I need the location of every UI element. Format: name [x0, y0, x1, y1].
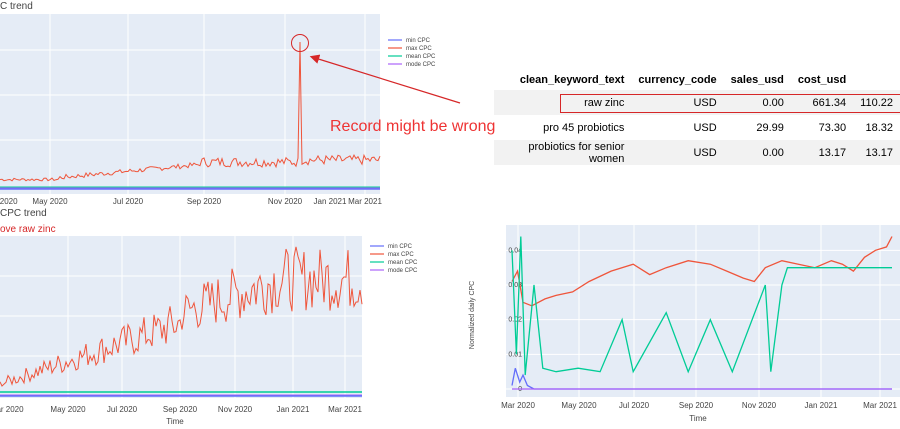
y-tick-label: 0.03 [508, 282, 522, 289]
y-tick-label: 0.04 [508, 247, 522, 254]
y-tick-label: 0.01 [508, 351, 522, 358]
legend-entry: mean CPC [406, 54, 436, 60]
x-tick-label: Jul 2020 [107, 405, 138, 414]
x-tick-label: Sep 2020 [163, 405, 198, 414]
x-tick-label: Nov 2020 [742, 401, 777, 410]
table-cell: 29.99 [756, 121, 784, 134]
table-header: cost_usd [797, 74, 847, 86]
x-tick-label: ar 2020 [0, 405, 24, 414]
legend-entry: max CPC [388, 252, 414, 258]
x-tick-label: Jan 2021 [805, 401, 838, 410]
legend-entry: max CPC [406, 46, 432, 52]
x-tick-label: Jan 2021 [314, 197, 347, 206]
plot-area [0, 236, 362, 398]
legend-entry: min CPC [406, 38, 431, 44]
spike-highlight-circle [291, 34, 309, 52]
x-tick-label: Nov 2020 [268, 197, 303, 206]
chart-3-svg: Normalized daily CPC 00.010.020.030.04 M… [469, 225, 900, 423]
chart-3-xlabel: Time [689, 414, 707, 423]
table-cell: 0.00 [723, 140, 791, 165]
series-max-cpc [0, 41, 381, 182]
chart-2-title: CPC trend [0, 208, 47, 219]
table-row: pro 45 probiotics USD 29.99 73.30 18.32 [494, 115, 900, 140]
x-tick-label: ar 2020 [0, 197, 18, 206]
x-tick-label: Jul 2020 [619, 401, 650, 410]
table-cell: USD [631, 140, 724, 165]
chart-3-ylabel: Normalized daily CPC [469, 281, 476, 349]
x-tick-label: Mar 2021 [863, 401, 897, 410]
annotation-arrow [309, 54, 461, 104]
x-tick-label: Sep 2020 [187, 197, 222, 206]
x-tick-label: May 2020 [561, 401, 597, 410]
x-tick-label: Sep 2020 [679, 401, 714, 410]
chart-1-svg: ar 2020 May 2020 Jul 2020 Sep 2020 Nov 2020 J… [0, 14, 436, 206]
chart-1-title: C trend [0, 1, 33, 12]
chart-2-svg: ar 2020 May 2020 Jul 2020 Sep 2020 Nov 2020 J… [0, 236, 418, 426]
x-tick-label: Mar 2021 [328, 405, 362, 414]
table-header: sales_usd [730, 74, 784, 86]
x-tick-label: Nov 2020 [218, 405, 253, 414]
keyword-table: clean_keyword_text currency_code sales_usd… [494, 70, 900, 165]
table-cell: pro 45 probiotics [543, 121, 625, 134]
legend-entry: mode CPC [388, 268, 418, 274]
table-cell: 73.30 [818, 121, 847, 134]
table-cell: 13.17 [790, 140, 854, 165]
table-cell: 18.32 [865, 121, 893, 134]
table-header: currency_code [638, 74, 717, 86]
plot-area [506, 225, 900, 397]
legend-entry: min CPC [388, 244, 413, 250]
table-cell: USD [693, 121, 717, 134]
table-cell: probiotics for senior women [494, 140, 632, 165]
legend-entry: mean CPC [388, 260, 418, 266]
chart-2-xlabel: Time [166, 417, 184, 426]
series-max-cpc [0, 246, 363, 387]
x-tick-label: May 2020 [50, 405, 86, 414]
annotation-text: Record might be wrong [330, 118, 496, 135]
chart-2-subtitle: ove raw zinc [0, 224, 56, 235]
x-tick-label: May 2020 [32, 197, 68, 206]
table-header: clean_keyword_text [519, 74, 625, 86]
table-row: probiotics for senior women USD 0.00 13.17 1… [494, 140, 900, 165]
x-tick-label: Jul 2020 [113, 197, 144, 206]
raw-zinc-highlight-box [560, 94, 900, 113]
x-tick-label: Mar 2020 [501, 401, 535, 410]
x-tick-label: Mar 2021 [348, 197, 382, 206]
series-mean-cpc [511, 236, 892, 376]
table-header [853, 70, 900, 90]
table-cell: 13.17 [853, 140, 900, 165]
legend-entry: mode CPC [406, 62, 436, 68]
x-tick-label: Jan 2021 [277, 405, 310, 414]
